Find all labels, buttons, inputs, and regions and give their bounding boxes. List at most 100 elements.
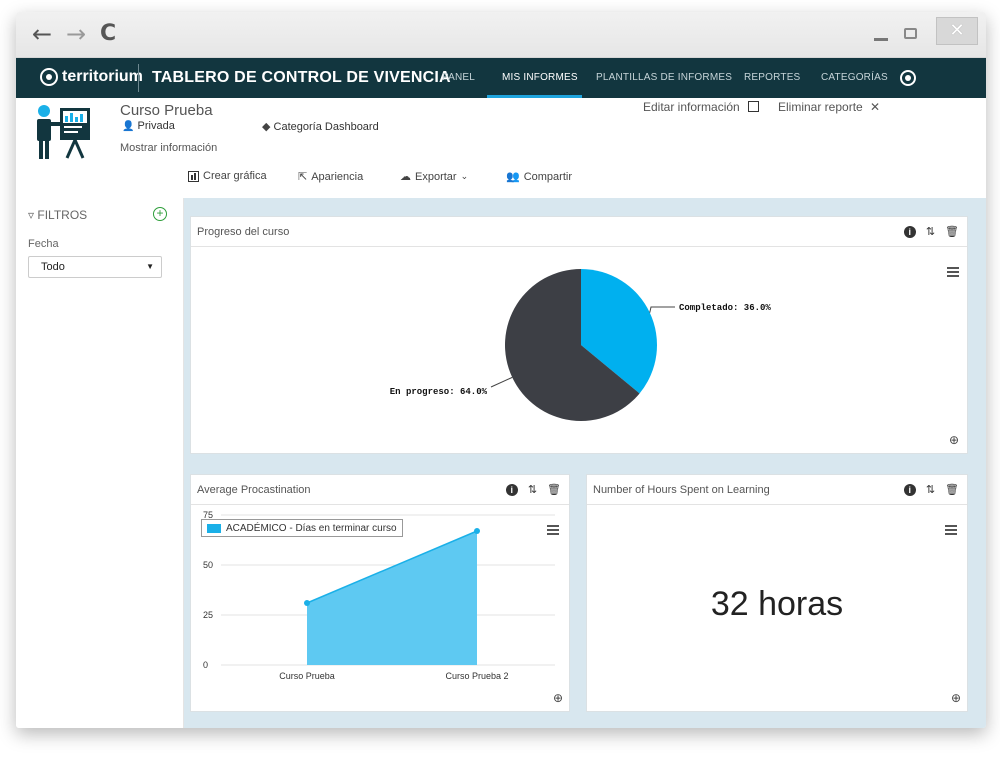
privacy-label: Privada — [137, 120, 175, 132]
date-filter-label: Fecha — [28, 238, 59, 250]
legend-label: ACADÉMICO - Días en terminar curso — [226, 522, 397, 534]
topbar-divider — [138, 64, 139, 92]
create-chart-label: Crear gráfica — [203, 170, 267, 182]
sliders-icon[interactable]: ⇅ — [925, 484, 936, 496]
pointer-icon: ⇱ — [298, 171, 308, 183]
browser-window: ← → C ✕ territorium TABLERO DE CONTROL D… — [16, 12, 986, 728]
share-label: Compartir — [523, 170, 572, 183]
trash-icon[interactable]: 🗑 — [547, 484, 561, 496]
filters-toggle[interactable]: ▿ FILTROS — [28, 208, 87, 222]
users-icon: 👥 — [506, 171, 520, 183]
appearance-button[interactable]: ⇱ Apariencia — [298, 170, 364, 184]
progress-card-header: Progreso del curso i ⇅ 🗑 — [191, 217, 967, 247]
data-point[interactable] — [474, 528, 480, 534]
trash-icon[interactable]: 🗑 — [945, 484, 959, 496]
brand-logo[interactable]: territorium — [40, 68, 143, 86]
zoom-icon[interactable]: ⊕ — [553, 691, 564, 705]
hours-card-tools: i ⇅ 🗑 — [903, 483, 959, 496]
back-icon[interactable]: ← — [32, 20, 53, 48]
export-label: Exportar — [415, 170, 457, 183]
category-tag: ◆ Categoría Dashboard — [262, 120, 379, 133]
category-label: Categoría Dashboard — [273, 121, 379, 133]
course-title: Curso Prueba — [120, 102, 213, 119]
progress-card-tools: i ⇅ 🗑 — [903, 225, 959, 238]
chart-menu-icon[interactable] — [945, 525, 957, 535]
filters-label: FILTROS — [37, 208, 88, 222]
chevron-down-icon: ⌄ — [460, 171, 469, 181]
browser-chrome: ← → C ✕ — [16, 12, 986, 58]
export-button[interactable]: ☁ Exportar ⌄ — [400, 170, 469, 184]
app-topbar: territorium TABLERO DE CONTROL DE VIVENC… — [16, 58, 986, 98]
x-tick-label: Curso Prueba 2 — [445, 671, 508, 681]
delete-report-label: Eliminar reporte — [778, 100, 863, 114]
edit-info-label: Editar información — [643, 100, 740, 114]
hours-card-header: Number of Hours Spent on Learning i ⇅ 🗑 — [587, 475, 967, 505]
chart-menu-icon[interactable] — [947, 267, 959, 277]
pie-slice-en-progreso[interactable] — [505, 269, 640, 421]
sliders-icon[interactable]: ⇅ — [527, 484, 538, 496]
nav-categorias[interactable]: CATEGORÍAS — [821, 72, 888, 83]
hours-card: Number of Hours Spent on Learning i ⇅ 🗑 … — [586, 474, 968, 712]
show-info-link[interactable]: Mostrar información — [120, 142, 218, 154]
nav-plantillas[interactable]: PLANTILLAS DE INFORMES — [596, 72, 733, 83]
territorium-logo-icon — [40, 68, 58, 86]
y-tick-label: 75 — [203, 510, 213, 520]
pie-data-label: Completado: 36.0% — [679, 303, 771, 313]
info-icon[interactable]: i — [903, 225, 916, 238]
info-icon[interactable]: i — [903, 483, 916, 496]
nav-panel[interactable]: PANEL — [442, 72, 476, 83]
y-tick-label: 50 — [203, 560, 213, 570]
pie-label-connector — [649, 306, 675, 313]
nav-mis-informes[interactable]: MIS INFORMES — [502, 72, 578, 83]
edit-icon — [748, 101, 760, 112]
data-point[interactable] — [304, 600, 310, 606]
bar-chart-icon — [188, 170, 199, 182]
procrastination-card-title: Average Procastination — [197, 484, 311, 496]
sliders-icon[interactable]: ⇅ — [925, 226, 936, 238]
forward-icon[interactable]: → — [66, 20, 87, 48]
edit-info-button[interactable]: Editar información — [643, 100, 760, 114]
cloud-icon: ☁ — [400, 171, 411, 183]
hours-card-title: Number of Hours Spent on Learning — [593, 484, 770, 496]
area-chart: 0 25 50 75 Curso Prueba Curso Prueba 2 — [203, 510, 555, 681]
progress-card: Progreso del curso i ⇅ 🗑 Completado: 36.… — [190, 216, 968, 454]
pie-label-connector — [490, 376, 513, 388]
progress-card-title: Progreso del curso — [197, 226, 290, 238]
active-nav-indicator — [487, 95, 582, 98]
nav-reportes[interactable]: REPORTES — [744, 72, 801, 83]
filters-sidebar: ▿ FILTROS + Fecha Todo ▼ — [16, 198, 184, 728]
restore-icon[interactable] — [904, 28, 917, 39]
area-line — [306, 530, 478, 604]
eye-icon[interactable] — [900, 70, 916, 86]
delete-report-button[interactable]: Eliminar reporte ✕ — [778, 100, 880, 114]
procrastination-card-tools: i ⇅ 🗑 — [505, 483, 561, 496]
share-button[interactable]: 👥 Compartir — [506, 170, 572, 184]
hours-value: 32 horas — [710, 585, 844, 623]
chart-legend[interactable]: ACADÉMICO - Días en terminar curso — [201, 519, 403, 537]
appearance-label: Apariencia — [311, 170, 364, 183]
caret-down-icon: ▼ — [146, 262, 154, 271]
procrastination-card: Average Procastination i ⇅ 🗑 0 25 50 75 Curs… — [190, 474, 570, 712]
trash-icon[interactable]: 🗑 — [945, 226, 959, 238]
y-tick-label: 25 — [203, 610, 213, 620]
date-filter-select[interactable]: Todo ▼ — [28, 256, 162, 278]
user-icon: 👤 — [122, 121, 135, 132]
dashboard-area: Progreso del curso i ⇅ 🗑 Completado: 36.… — [184, 198, 986, 728]
pie-data-label: En progreso: 64.0% — [390, 387, 488, 397]
zoom-icon[interactable]: ⊕ — [949, 433, 960, 447]
minimize-icon[interactable] — [874, 38, 888, 41]
filter-icon: ▿ — [28, 208, 35, 222]
procrastination-card-header: Average Procastination i ⇅ 🗑 — [191, 475, 569, 505]
close-icon[interactable]: ✕ — [936, 17, 978, 45]
add-filter-icon[interactable]: + — [153, 207, 167, 221]
pie-slice-completado[interactable] — [581, 269, 657, 394]
create-chart-button[interactable]: Crear gráfica — [188, 170, 267, 182]
pie-chart: Completado: 36.0% En progreso: 64.0% — [390, 269, 771, 421]
area-fill — [307, 531, 477, 665]
close-x-icon: ✕ — [870, 100, 881, 114]
info-icon[interactable]: i — [505, 483, 518, 496]
zoom-icon[interactable]: ⊕ — [951, 691, 962, 705]
chart-menu-icon[interactable] — [547, 525, 559, 535]
x-tick-label: Curso Prueba — [279, 671, 335, 681]
reload-icon[interactable]: C — [100, 21, 117, 46]
